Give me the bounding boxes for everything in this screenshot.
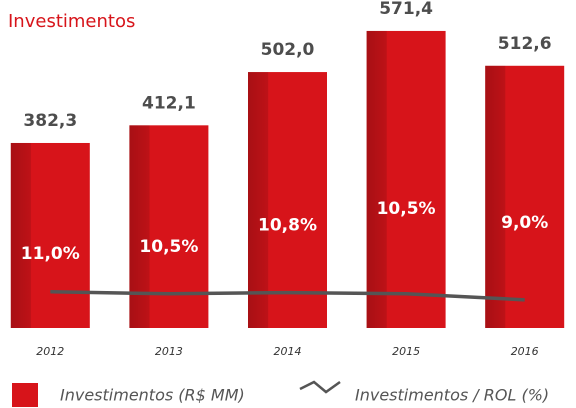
x-tick-label: 2012 (36, 345, 64, 358)
percent-label: 9,0% (501, 213, 548, 233)
bar-shade (366, 30, 446, 328)
x-tick-label: 2013 (155, 345, 183, 358)
bar-shade (248, 72, 327, 328)
chart-title: Investimentos (8, 11, 135, 32)
value-label: 502,0 (261, 40, 315, 60)
legend-swatch (12, 383, 38, 407)
percent-label: 10,5% (139, 237, 198, 257)
line (50, 290, 525, 302)
value-label: 412,1 (142, 93, 196, 113)
bar-shade (129, 125, 209, 328)
percent-label: 10,8% (258, 216, 317, 236)
legend-label: Investimentos (R$ MM) (60, 386, 245, 405)
legend-swatch (299, 380, 341, 394)
x-tick-label: 2015 (392, 345, 420, 358)
x-tick-label: 2016 (511, 345, 539, 358)
x-tick-label: 2014 (274, 345, 302, 358)
value-label: 512,6 (498, 34, 552, 54)
bar-shade (10, 142, 90, 328)
percent-label: 11,0% (21, 244, 80, 264)
value-label: 571,4 (379, 0, 433, 19)
legend-label: Investimentos / ROL (%) (355, 386, 549, 405)
percent-label: 10,5% (377, 199, 436, 219)
bar-shade (485, 65, 565, 328)
value-label: 382,3 (23, 111, 77, 131)
